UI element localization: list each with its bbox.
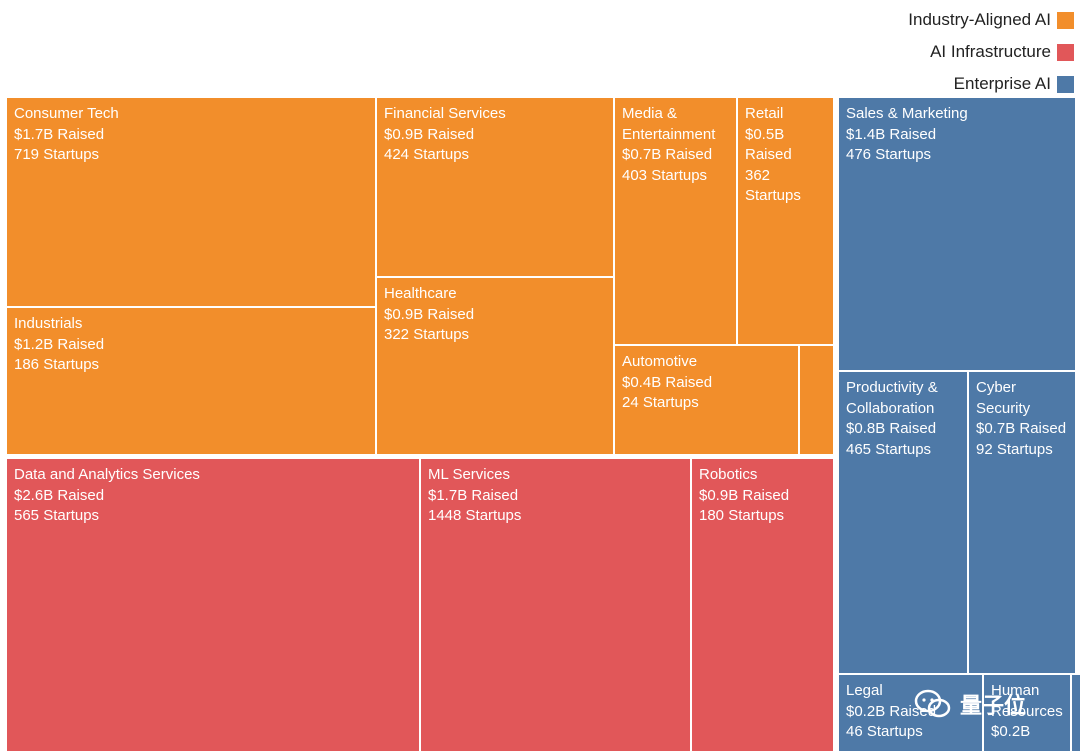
tile-raised: $0.9B Raised (384, 125, 475, 143)
watermark-text: 量子位 (960, 693, 1027, 718)
tile-healthcare[interactable]: Healthcare $0.9B Raised 322 Startups (376, 277, 614, 455)
tile-startups: 565 Startups (14, 507, 100, 525)
tile-unlabeled-industry[interactable] (799, 345, 834, 455)
tile-startups: 362 Startups (745, 166, 801, 205)
tile-raised: $0.5B Raised (745, 125, 792, 164)
legend-label: AI Infrastructure (930, 42, 1051, 61)
tile-startups: 403 Startups (622, 166, 708, 184)
tile-name: Healthcare (384, 285, 457, 302)
tile-name: Legal (846, 682, 883, 699)
tile-name: ML Services (428, 466, 510, 483)
tile-raised: $2.6B Raised (14, 486, 105, 504)
watermark: 量子位 (914, 688, 1026, 720)
tile-raised: $0.2B Raised (846, 702, 937, 720)
tile-startups: 322 Startups (384, 326, 470, 344)
tile-cyber-security[interactable]: Cyber Security $0.7B Raised 92 Startups (968, 371, 1076, 674)
tile-raised: $0.8B Raised (846, 420, 937, 438)
tile-name: Human Resources (991, 682, 1063, 720)
tile-name: Automotive (622, 353, 698, 370)
legend-swatch (1057, 43, 1074, 61)
tile-raised: $0.7B Raised (622, 146, 713, 164)
tile-raised: $1.7B Raised (428, 486, 519, 504)
wechat-icon (914, 689, 951, 718)
tile-raised: $0.4B Raised (622, 373, 713, 391)
tile-raised: $0.9B Raised (384, 305, 475, 323)
legend-item-ai-infrastructure: AI Infrastructure (908, 36, 1074, 68)
tile-robotics[interactable]: Robotics $0.9B Raised 180 Startups (691, 458, 834, 752)
tile-name: Financial Services (384, 105, 506, 122)
tile-name: Data and Analytics Services (14, 466, 200, 483)
tile-startups: 180 Startups (699, 507, 785, 525)
legend-label: Enterprise AI (953, 74, 1051, 93)
tile-automotive[interactable]: Automotive $0.4B Raised 24 Startups (614, 345, 799, 455)
tile-productivity-collaboration[interactable]: Productivity & Collaboration $0.8B Raise… (838, 371, 968, 674)
tile-startups: 719 Startups (14, 146, 100, 164)
legend-swatch (1057, 75, 1074, 93)
tile-unlabeled-enterprise[interactable] (1071, 674, 1080, 752)
tile-raised: $0.9B Raised (699, 486, 790, 504)
tile-startups: 424 Startups (384, 146, 470, 164)
legend-swatch (1057, 11, 1074, 29)
tile-legal[interactable]: Legal $0.2B Raised 46 Startups (838, 674, 983, 752)
tile-raised: $1.4B Raised (846, 125, 937, 143)
tile-startups: 465 Startups (846, 440, 932, 458)
tile-sales-marketing[interactable]: Sales & Marketing $1.4B Raised 476 Start… (838, 97, 1076, 371)
tile-name: Sales & Marketing (846, 105, 968, 122)
tile-startups: 476 Startups (846, 146, 932, 164)
legend-item-industry-aligned-ai: Industry-Aligned AI (908, 4, 1074, 36)
tile-retail[interactable]: Retail $0.5B Raised 362 Startups (737, 97, 834, 345)
tile-name: Industrials (14, 315, 83, 332)
tile-media-entertainment[interactable]: Media & Entertainment $0.7B Raised 403 S… (614, 97, 737, 345)
tile-name: Productivity & Collaboration (846, 379, 938, 417)
tile-raised: $0.2B (991, 723, 1031, 741)
tile-name: Consumer Tech (14, 105, 119, 122)
tile-ml-services[interactable]: ML Services $1.7B Raised 1448 Startups (420, 458, 691, 752)
tile-name: Cyber Security (976, 379, 1031, 417)
tile-raised: $0.7B Raised (976, 420, 1067, 438)
tile-raised: $1.2B Raised (14, 335, 105, 353)
chart-legend: Industry-Aligned AI AI Infrastructure En… (908, 4, 1074, 100)
tile-startups: 92 Startups (976, 440, 1053, 458)
tile-name: Media & Entertainment (622, 105, 716, 143)
legend-label: Industry-Aligned AI (908, 10, 1051, 29)
tile-startups: 1448 Startups (428, 507, 522, 525)
tile-startups: 24 Startups (622, 394, 699, 412)
tile-consumer-tech[interactable]: Consumer Tech $1.7B Raised 719 Startups (6, 97, 376, 307)
tile-data-analytics-services[interactable]: Data and Analytics Services $2.6B Raised… (6, 458, 420, 752)
tile-raised: $1.7B Raised (14, 125, 105, 143)
tile-human-resources[interactable]: Human Resources $0.2B (983, 674, 1071, 752)
tile-financial-services[interactable]: Financial Services $0.9B Raised 424 Star… (376, 97, 614, 277)
legend-item-enterprise-ai: Enterprise AI (908, 68, 1074, 100)
tile-industrials[interactable]: Industrials $1.2B Raised 186 Startups (6, 307, 376, 455)
tile-startups: 186 Startups (14, 356, 100, 374)
tile-name: Robotics (699, 466, 758, 483)
tile-name: Retail (745, 105, 784, 122)
tile-startups: 46 Startups (846, 723, 923, 741)
